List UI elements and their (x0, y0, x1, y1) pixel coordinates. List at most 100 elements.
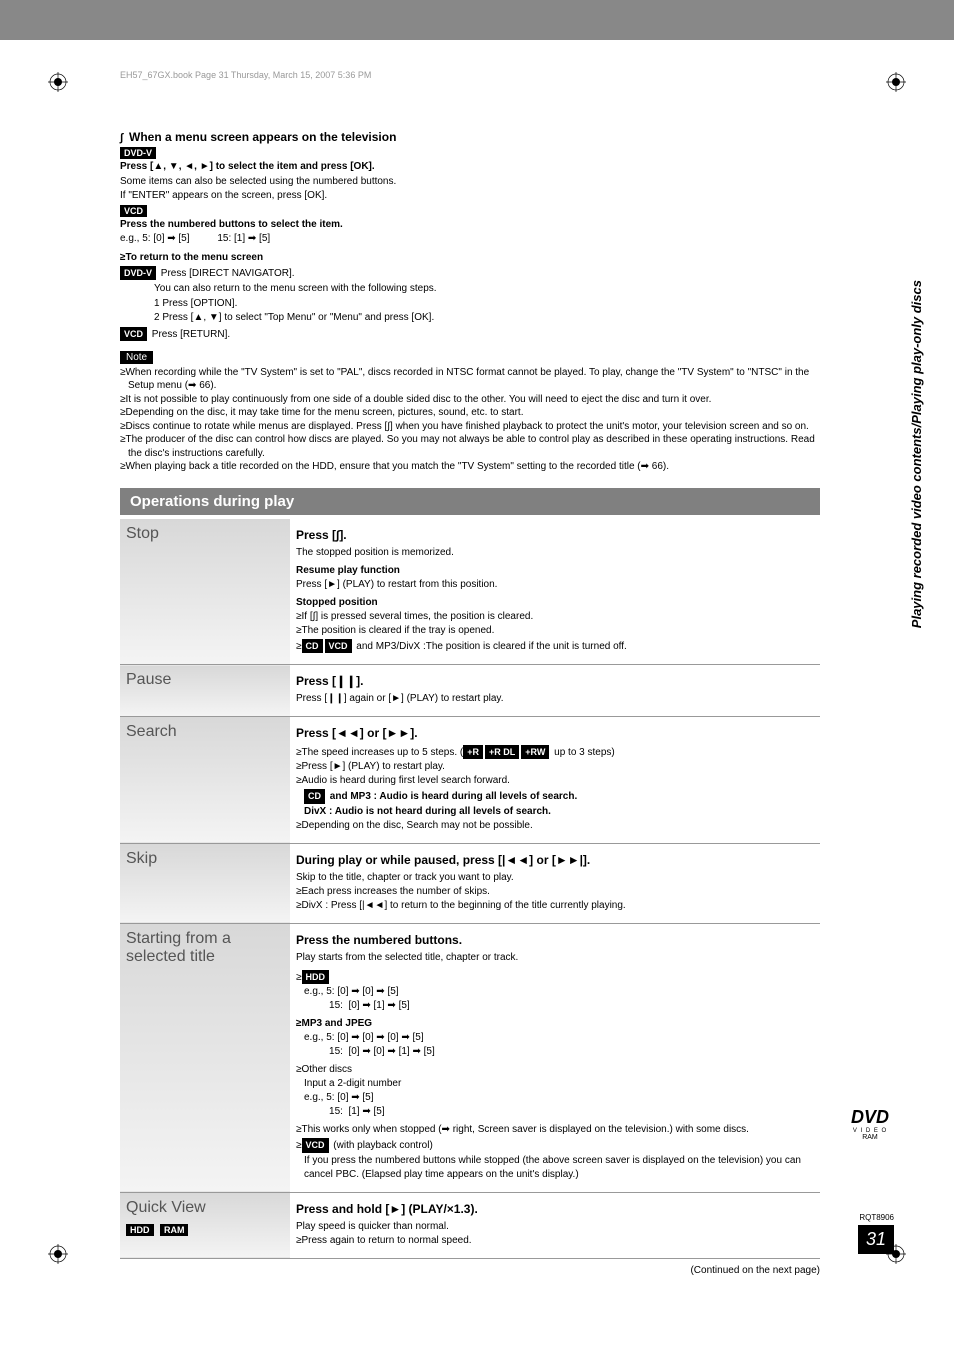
ops-table: Stop Press [∫]. The stopped position is … (120, 519, 820, 1259)
row-skip: Skip During play or while paused, press … (120, 843, 820, 923)
search-content: Press [◄◄] or [►►]. ≥The speed increases… (290, 716, 820, 843)
stop-content: Press [∫]. The stopped position is memor… (290, 519, 820, 665)
quick-label-cell: Quick View HDD RAM (120, 1192, 290, 1258)
starting-lead: Press the numbered buttons. (296, 932, 814, 949)
skip-l2: ≥Each press increases the number of skip… (296, 885, 814, 899)
search-l2: ≥Press [►] (PLAY) to restart play. (296, 760, 814, 774)
cd-badge-2: CD (304, 789, 325, 804)
hdd-line: ≥HDD (296, 969, 814, 986)
other-e1: e.g., 5: [0] ➡ [5] (296, 1091, 814, 1105)
return-title: ≥To return to the menu screen (120, 251, 820, 265)
quick-label: Quick View (126, 1199, 206, 1216)
starting-l1: Play starts from the selected title, cha… (296, 951, 814, 965)
enter-note: If "ENTER" appears on the screen, press … (120, 189, 820, 203)
search-label: Search (120, 716, 290, 843)
some-items: Some items can also be selected using th… (120, 175, 820, 189)
stop-s2: ≥The position is cleared if the tray is … (296, 624, 814, 638)
vcd-return-line: VCD Press [RETURN]. (120, 326, 820, 342)
starting-n2: ≥VCD (with playback control) (296, 1137, 814, 1154)
pause-l1: Press [❙❙] again or [►] (PLAY) to restar… (296, 692, 814, 706)
row-starting: Starting from a selected title Press the… (120, 923, 820, 1192)
top-bar (0, 0, 954, 40)
cd-badge: CD (302, 639, 323, 654)
pause-lead: Press [❙❙]. (296, 673, 814, 690)
starting-n3: If you press the numbered buttons while … (296, 1154, 814, 1182)
quick-l1: Play speed is quicker than normal. (296, 1220, 814, 1234)
quick-lead: Press and hold [►] (PLAY/×1.3). (296, 1201, 814, 1218)
note-2: ≥It is not possible to play continuously… (120, 393, 820, 407)
return-l1: You can also return to the menu screen w… (154, 282, 820, 296)
pause-content: Press [❙❙]. Press [❙❙] again or [►] (PLA… (290, 665, 820, 717)
vcd-badge: VCD (120, 205, 147, 217)
rw-badge: +RW (521, 745, 549, 760)
quick-content: Press and hold [►] (PLAY/×1.3). Play spe… (290, 1192, 820, 1258)
stop-label: Stop (120, 519, 290, 665)
rdl-badge: +R DL (485, 745, 519, 760)
vcd-return: Press [RETURN]. (149, 329, 230, 340)
search-l6: ≥Depending on the disc, Search may not b… (296, 819, 814, 833)
row-pause: Pause Press [❙❙]. Press [❙❙] again or [►… (120, 665, 820, 717)
note-4: ≥Discs continue to rotate while menus ar… (120, 420, 820, 434)
hdd-badge: HDD (302, 970, 330, 985)
stopped-title: Stopped position (296, 596, 814, 610)
starting-n1: ≥This works only when stopped (➡ right, … (296, 1123, 814, 1137)
ops-header: Operations during play (120, 488, 820, 515)
stop-s1: ≥If [∫] is pressed several times, the po… (296, 610, 814, 624)
vcd-badge-2: VCD (120, 327, 147, 341)
notes-list: ≥When recording while the "TV System" is… (120, 366, 820, 474)
note-1: ≥When recording while the "TV System" is… (120, 366, 820, 393)
hdd-e2: 15: [0] ➡ [1] ➡ [5] (296, 999, 814, 1013)
quick-l2: ≥Press again to return to normal speed. (296, 1234, 814, 1248)
dvd-logo-ram: RAM (851, 1134, 889, 1141)
continued-text: (Continued on the next page) (120, 1265, 820, 1276)
row-quick: Quick View HDD RAM Press and hold [►] (P… (120, 1192, 820, 1258)
other-l: Input a 2-digit number (296, 1077, 814, 1091)
search-l1: ≥The speed increases up to 5 steps. (+R+… (296, 744, 814, 761)
return-s1: 1 Press [OPTION]. (154, 297, 820, 311)
mp3-e2: 15: [0] ➡ [0] ➡ [1] ➡ [5] (296, 1045, 814, 1059)
pause-label: Pause (120, 665, 290, 717)
vcd-badge-3: VCD (325, 639, 352, 654)
resume-body: Press [►] (PLAY) to restart from this po… (296, 578, 814, 592)
search-lead: Press [◄◄] or [►►]. (296, 725, 814, 742)
return-s2: 2 Press [▲, ▼] to select "Top Menu" or "… (154, 311, 820, 325)
stop-s3: ≥CDVCD and MP3/DivX :The position is cle… (296, 638, 814, 655)
skip-l3: ≥DivX : Press [|◄◄] to return to the beg… (296, 899, 814, 913)
mp3-title: ≥MP3 and JPEG (296, 1017, 814, 1031)
mp3-e1: e.g., 5: [0] ➡ [0] ➡ [0] ➡ [5] (296, 1031, 814, 1045)
other-title: ≥Other discs (296, 1063, 814, 1077)
rqt-code: RQT8906 (858, 1213, 894, 1222)
skip-lead: During play or while paused, press [|◄◄]… (296, 852, 814, 869)
eg-right: 15: [1] ➡ [5] (217, 233, 270, 244)
note-badge: Note (120, 351, 153, 364)
note-6: ≥When playing back a title recorded on t… (120, 460, 820, 474)
ram-badge: RAM (160, 1224, 189, 1236)
search-l5: DivX : Audio is not heard during all lev… (296, 805, 814, 819)
starting-content: Press the numbered buttons. Play starts … (290, 923, 820, 1192)
hdd-e1: e.g., 5: [0] ➡ [0] ➡ [5] (296, 985, 814, 999)
stop-lead: Press [∫]. (296, 527, 814, 544)
dvdv-return-line: DVD-V Press [DIRECT NAVIGATOR]. (120, 265, 820, 281)
dvdv-return: Press [DIRECT NAVIGATOR]. (158, 268, 295, 279)
vertical-section-title: Playing recorded video contents/Playing … (909, 280, 924, 628)
r-badge: +R (463, 745, 483, 760)
page-number: 31 (858, 1225, 894, 1254)
dvdv-badge-2: DVD-V (120, 266, 156, 280)
vcd-badge-4: VCD (302, 1138, 329, 1153)
skip-content: During play or while paused, press [|◄◄]… (290, 843, 820, 923)
skip-label: Skip (120, 843, 290, 923)
menu-section-title: ∫When a menu screen appears on the telev… (120, 130, 820, 144)
eg-left: e.g., 5: [0] ➡ [5] (120, 233, 190, 244)
row-stop: Stop Press [∫]. The stopped position is … (120, 519, 820, 665)
dvd-logo: DVD V I D E O RAM (851, 1107, 889, 1141)
press-select: Press [▲, ▼, ◄, ►] to select the item an… (120, 160, 820, 174)
search-l3: ≥Audio is heard during first level searc… (296, 774, 814, 788)
stop-l1: The stopped position is memorized. (296, 546, 814, 560)
skip-l1: Skip to the title, chapter or track you … (296, 871, 814, 885)
resume-title: Resume play function (296, 564, 814, 578)
note-5: ≥The producer of the disc can control ho… (120, 433, 820, 460)
page-number-box: RQT8906 31 (858, 1213, 894, 1254)
press-numbered: Press the numbered buttons to select the… (120, 218, 820, 232)
dvd-logo-text: DVD (851, 1107, 889, 1128)
header-line: EH57_67GX.book Page 31 Thursday, March 1… (120, 70, 894, 80)
